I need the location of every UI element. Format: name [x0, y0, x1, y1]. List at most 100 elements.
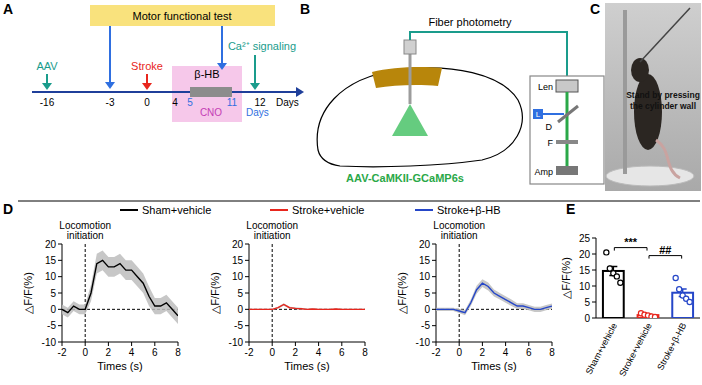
significance-label: ***: [624, 236, 638, 248]
data-point: [652, 314, 657, 318]
legend-swatch: [120, 209, 138, 211]
annotation: initiation: [254, 230, 291, 241]
onset-line: [85, 244, 86, 342]
x-tick-label: -2: [58, 347, 67, 358]
y-tick-label: -5: [47, 320, 56, 331]
optics-box: [530, 76, 604, 184]
line-chart: -10-505101520-202468△F/F(%)Times (s)Loco…: [396, 220, 555, 372]
legend-label: Stroke+vehicle: [292, 204, 364, 216]
sem-band: [436, 279, 552, 315]
significance-bracket: [614, 248, 647, 251]
emission-path: [566, 92, 569, 168]
day-label: -16: [40, 97, 55, 108]
recording-cable: [640, 8, 690, 62]
y-tick: [592, 270, 596, 271]
y-tick: [432, 244, 436, 245]
x-tick-label: 2: [293, 347, 299, 358]
treatment-box: [172, 66, 242, 122]
y-tick: [432, 293, 436, 294]
x-tick-label: 0: [269, 347, 275, 358]
brain: [317, 68, 522, 167]
mean-trace: [62, 260, 178, 316]
x-tick: [295, 342, 296, 346]
y-tick-label: 0: [584, 313, 590, 324]
y-tick-label: -10: [229, 337, 244, 348]
y-tick-label: 0: [50, 304, 56, 315]
recording-arrow-head: [250, 83, 260, 90]
y-tick: [245, 276, 249, 277]
x-tick: [365, 342, 366, 346]
x-tick-label: 6: [526, 347, 532, 358]
onset-line: [459, 244, 460, 342]
cylinder-base: [606, 166, 694, 186]
y-tick-label: 15: [579, 265, 591, 276]
annotation: initiation: [67, 230, 104, 241]
y-tick-label: 20: [45, 239, 57, 250]
y-tick: [58, 309, 62, 310]
y-tick: [432, 260, 436, 261]
excitation-beam: [543, 113, 564, 115]
y-tick: [592, 318, 596, 319]
y-axis: [596, 238, 597, 318]
x-axis-label: Times (s): [471, 360, 516, 372]
y-axis-label: △F/F(%): [22, 272, 34, 314]
x-tick-label: -2: [432, 347, 441, 358]
drug-label: CNO: [200, 107, 222, 118]
y-tick: [592, 238, 596, 239]
y-tick: [245, 260, 249, 261]
test-label: Motor functional test: [132, 10, 231, 22]
y-axis-label: △F/F(%): [209, 272, 221, 314]
figure: AMotor functional testβ-HBCNOAAVStrokeCa…: [0, 0, 702, 385]
sem-band: [62, 251, 178, 324]
x-tick: [154, 342, 155, 346]
y-tick-label: -5: [234, 320, 243, 331]
x-tick-label: 6: [339, 347, 345, 358]
x-axis-label: Times (s): [97, 360, 142, 372]
x-tick: [62, 342, 63, 346]
bar: [603, 271, 624, 318]
y-tick-label: 10: [419, 271, 431, 282]
panel-letter: D: [3, 201, 13, 217]
y-tick: [592, 286, 596, 287]
y-tick: [245, 309, 249, 310]
y-tick-label: 5: [237, 288, 243, 299]
onset-line: [272, 244, 273, 342]
x-tick: [85, 342, 86, 346]
x-tick-label: 8: [175, 347, 181, 358]
panel-letter: A: [3, 1, 13, 17]
sem-band: [249, 303, 365, 310]
test-arrow-head: [105, 82, 115, 89]
fiber: [409, 48, 412, 104]
y-tick-label: -5: [421, 320, 430, 331]
x-tick-label: 2: [106, 347, 112, 358]
x-tick: [272, 342, 273, 346]
x-axis-label: Times (s): [284, 360, 329, 372]
cortex-region: [372, 67, 442, 88]
day-label: -3: [106, 97, 115, 108]
y-tick: [432, 309, 436, 310]
stroke-arrow-head: [142, 83, 152, 90]
drug-day-label: 11: [227, 97, 238, 108]
mean-trace: [249, 304, 365, 309]
y-tick: [592, 302, 596, 303]
day-label: 4: [172, 97, 178, 108]
day-label: 0: [144, 97, 150, 108]
lens-label: Len: [538, 82, 553, 92]
x-tick-label: 0: [82, 347, 88, 358]
y-tick-label: 0: [424, 304, 430, 315]
test-arrow-head: [217, 63, 227, 70]
fiber-cannula: [404, 40, 416, 54]
x-tick: [131, 342, 132, 346]
y-tick-label: 5: [50, 288, 56, 299]
dichroic-label: D: [546, 122, 553, 132]
amplifier-label: Amp: [534, 167, 553, 177]
panel-letter: C: [590, 1, 600, 17]
test-box: [90, 5, 275, 26]
plot-area: [62, 251, 178, 324]
x-axis: [436, 342, 552, 343]
line-chart: -10-505101520-202468△F/F(%)Times (s)Loco…: [22, 220, 181, 372]
x-tick: [249, 342, 250, 346]
day-unit: Days: [246, 107, 269, 118]
y-axis-label: △F/F(%): [560, 257, 572, 299]
y-tick-label: 0: [237, 304, 243, 315]
